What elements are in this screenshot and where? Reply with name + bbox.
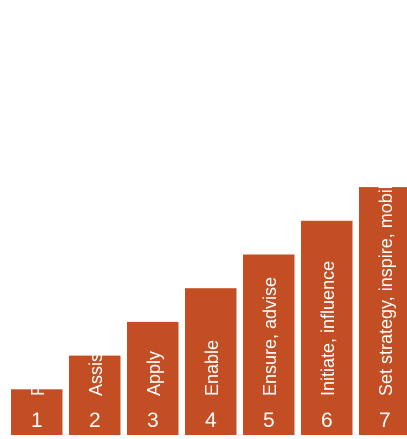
bar-3 bbox=[127, 321, 179, 435]
bar-label-2: Assist bbox=[86, 348, 106, 396]
bar-label-4: Enable bbox=[202, 340, 222, 396]
bar-number-5: 5 bbox=[263, 409, 275, 432]
bar-number-7: 7 bbox=[379, 409, 391, 432]
bar-7 bbox=[359, 187, 407, 435]
bar-4 bbox=[185, 288, 237, 435]
bar-1 bbox=[11, 389, 63, 435]
bar-number-1: 1 bbox=[31, 409, 43, 432]
bar-5 bbox=[243, 254, 295, 435]
bar-label-3: Apply bbox=[144, 351, 164, 396]
bar-label-7: Set strategy, inspire, mobilise bbox=[376, 162, 396, 396]
bar-number-4: 4 bbox=[205, 409, 217, 432]
bar-label-5: Ensure, advise bbox=[260, 277, 280, 396]
bar-label-6: Initiate, influence bbox=[318, 261, 338, 396]
bars-group: Follow 1 Assist 2 Apply 3 Enable 4 Ensure, advis… bbox=[11, 162, 407, 435]
bar-2 bbox=[69, 355, 121, 435]
bar-number-2: 2 bbox=[89, 409, 101, 432]
bar-6 bbox=[301, 220, 353, 435]
bar-number-3: 3 bbox=[147, 409, 159, 432]
bar-label-1: Follow bbox=[28, 343, 48, 396]
bar-number-6: 6 bbox=[321, 409, 333, 432]
